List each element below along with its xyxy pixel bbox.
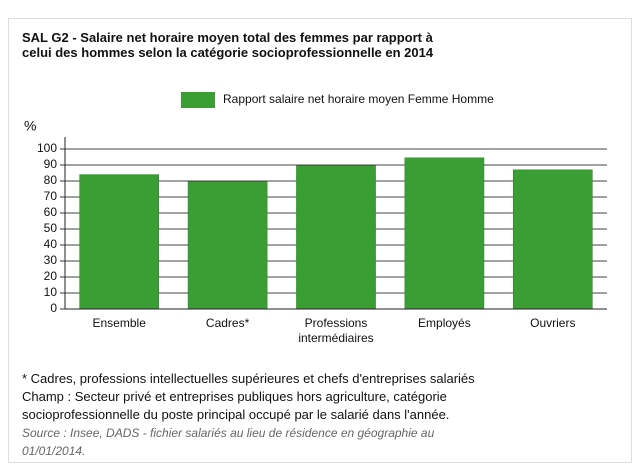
legend-swatch: [181, 92, 215, 108]
x-tick-label: Ouvriers: [530, 316, 575, 330]
y-tick-label: 70: [44, 189, 58, 203]
note: * Cadres, professions intellectuelles su…: [22, 371, 475, 386]
note: Champ : Secteur privé et entreprises pub…: [22, 389, 450, 422]
card: [8, 18, 632, 463]
x-tick-label: Employés: [418, 316, 471, 330]
y-tick-label: 0: [50, 301, 57, 315]
bar: [296, 165, 376, 310]
notes: * Cadres, professions intellectuelles su…: [22, 370, 492, 460]
y-tick-label: 80: [44, 173, 58, 187]
legend-label: Rapport salaire net horaire moyen Femme …: [223, 92, 494, 106]
bar: [187, 181, 268, 310]
y-tick-label: 90: [44, 157, 58, 171]
x-tick-label: Cadres*: [206, 316, 250, 330]
x-tick-label: Ensemble: [93, 316, 147, 330]
y-tick-label: 30: [44, 253, 58, 267]
chart-title: SAL G2 - Salaire net horaire moyen total…: [22, 30, 434, 60]
y-tick-label: 40: [44, 237, 58, 251]
y-axis-label: %: [24, 118, 36, 134]
y-tick-label: 10: [44, 285, 58, 299]
bar: [512, 169, 593, 310]
bar: [404, 157, 485, 310]
y-tick-label: 50: [44, 221, 58, 235]
source: Source : Insee, DADS - fichier salariés …: [22, 426, 435, 458]
bar: [79, 174, 160, 310]
x-tick-label: Professions intermédiaires: [298, 316, 373, 345]
y-tick-label: 20: [44, 269, 58, 283]
y-tick-label: 100: [37, 141, 57, 155]
y-tick-label: 60: [44, 205, 58, 219]
